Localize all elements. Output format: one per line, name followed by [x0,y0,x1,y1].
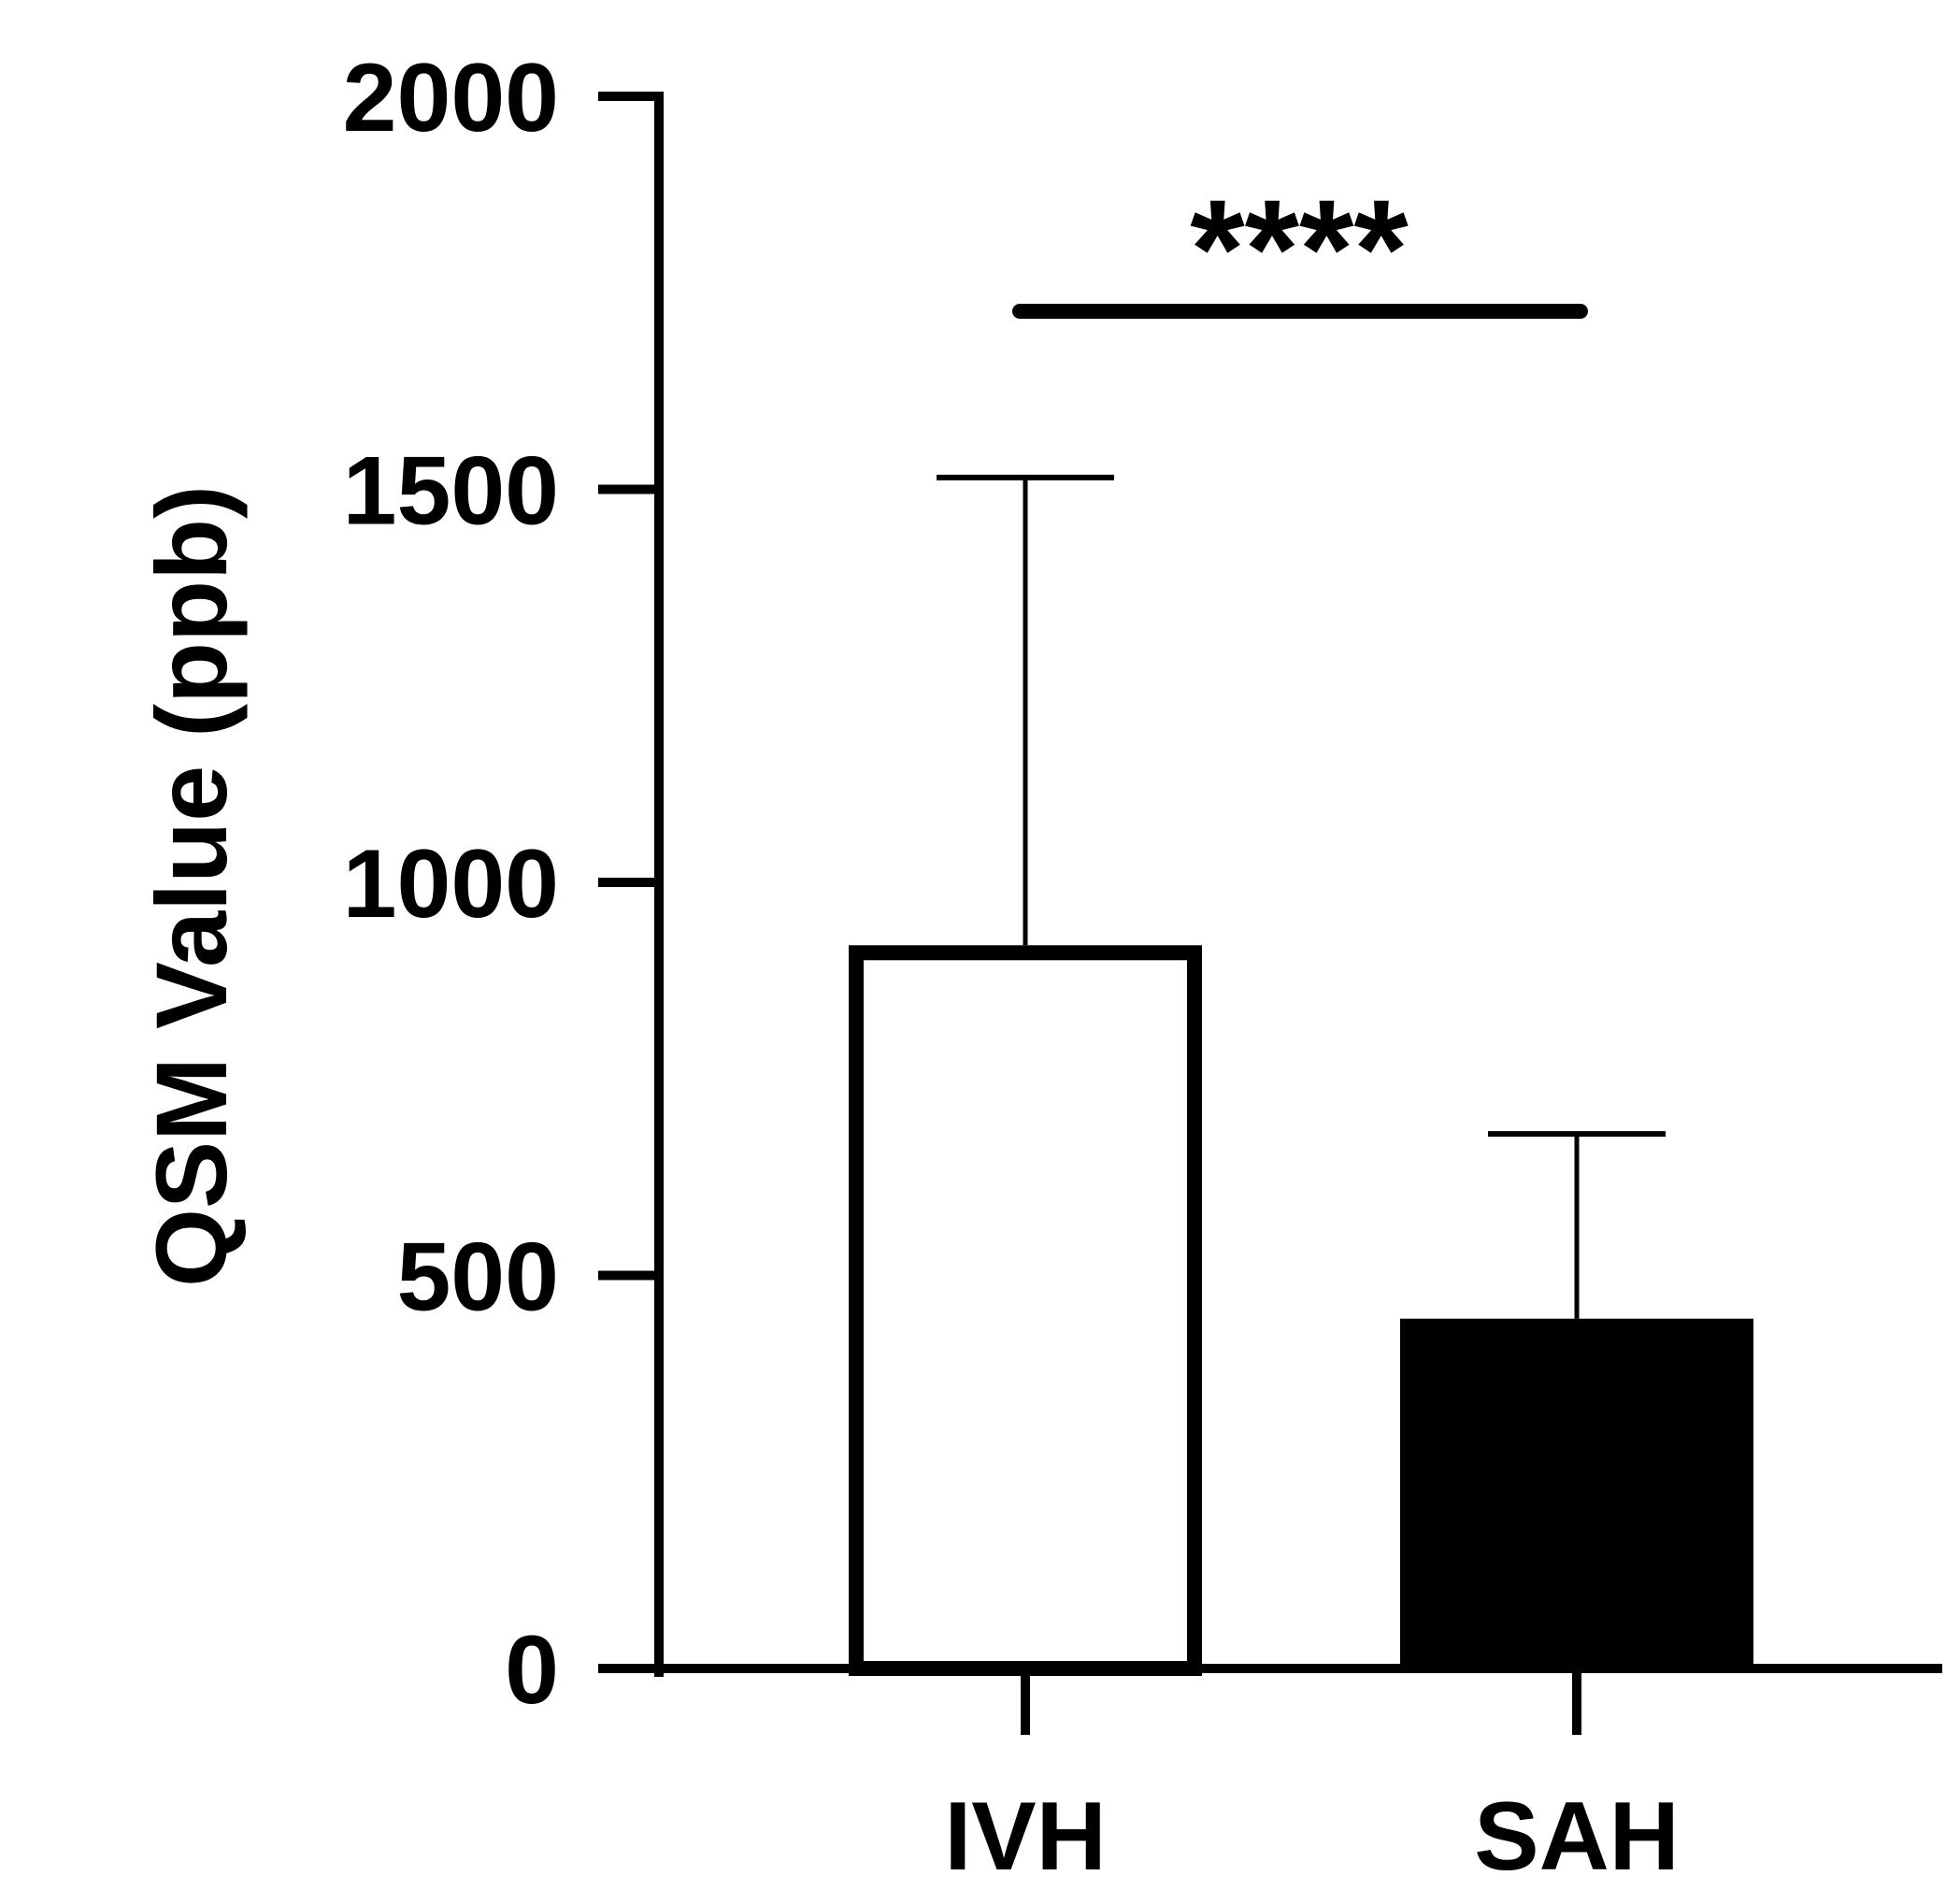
significance-annotation: **** [1012,170,1588,327]
bar [1400,1318,1753,1668]
y-tick-label: 0 [505,1616,559,1725]
bars [849,945,1753,1676]
axis-labels: QSM Value (ppb) 0 500 1000 1500 2000 IVH SAH [135,44,1680,1890]
y-tick-label: 500 [396,1224,559,1332]
y-tick-label: 2000 [343,44,559,152]
y-axis-title: QSM Value (ppb) [135,485,248,1287]
y-tick-label: 1500 [343,437,559,546]
significance-label: **** [1190,170,1409,327]
bar [849,945,1202,1676]
y-tick-label: 1000 [343,830,559,938]
error-bars [937,474,1666,1319]
x-tick-label: IVH [944,1783,1106,1890]
x-tick-label: SAH [1474,1783,1680,1890]
